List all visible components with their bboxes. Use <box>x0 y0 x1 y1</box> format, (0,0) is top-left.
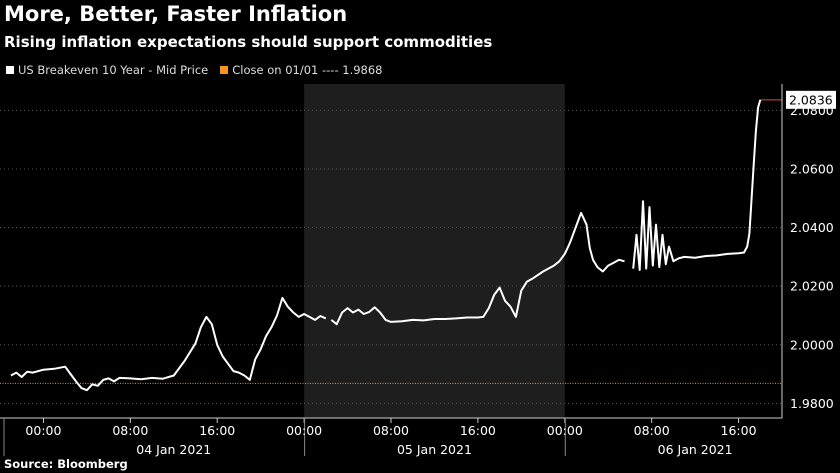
chart-subtitle: Rising inflation expectations should sup… <box>4 33 493 51</box>
x-tick-label: 16:00 <box>460 423 496 438</box>
series-line <box>632 99 762 271</box>
legend-label-close: Close on 01/01 ---- 1.9868 <box>232 63 383 77</box>
x-day-label: 04 Jan 2021 <box>136 442 211 457</box>
series-line <box>10 296 327 392</box>
last-value-label: 2.0836 <box>789 92 833 107</box>
reference-line-layer <box>0 99 782 384</box>
y-tick-label: 2.0200 <box>790 279 834 294</box>
y-tick-label: 1.9800 <box>790 396 834 411</box>
x-tick-label: 08:00 <box>112 423 148 438</box>
source-note: Source: Bloomberg <box>4 457 128 471</box>
legend-item-series: US Breakeven 10 Year - Mid Price <box>6 63 208 77</box>
y-tick-label: 2.0600 <box>790 161 834 176</box>
shaded-day-band <box>304 84 565 418</box>
plot-background-layer <box>304 84 565 418</box>
x-tick-label: 00:00 <box>547 423 583 438</box>
axis-layer <box>0 84 783 456</box>
x-day-label: 06 Jan 2021 <box>658 442 733 457</box>
x-tick-label: 16:00 <box>199 423 235 438</box>
legend-label-series: US Breakeven 10 Year - Mid Price <box>18 63 209 77</box>
series-line <box>330 211 625 326</box>
x-tick-label: 00:00 <box>286 423 322 438</box>
y-tick-label: 2.0400 <box>790 220 834 235</box>
series-layer <box>10 99 762 392</box>
last-value-box <box>786 90 836 109</box>
label-layer: 1.98002.00002.02002.04002.06002.08002.08… <box>25 90 836 457</box>
x-tick-label: 08:00 <box>373 423 409 438</box>
chart-title: More, Better, Faster Inflation <box>4 2 348 26</box>
legend-swatch-close <box>220 66 229 74</box>
x-tick-label: 00:00 <box>25 423 61 438</box>
legend-item-close: Close on 01/01 ---- 1.9868 <box>220 63 383 77</box>
x-tick-label: 08:00 <box>634 423 670 438</box>
chart-legend: US Breakeven 10 Year - Mid Price Close o… <box>6 63 395 77</box>
x-tick-label: 16:00 <box>721 423 757 438</box>
legend-swatch-series <box>6 66 14 74</box>
y-tick-label: 2.0000 <box>790 337 834 352</box>
x-day-label: 05 Jan 2021 <box>397 442 472 457</box>
